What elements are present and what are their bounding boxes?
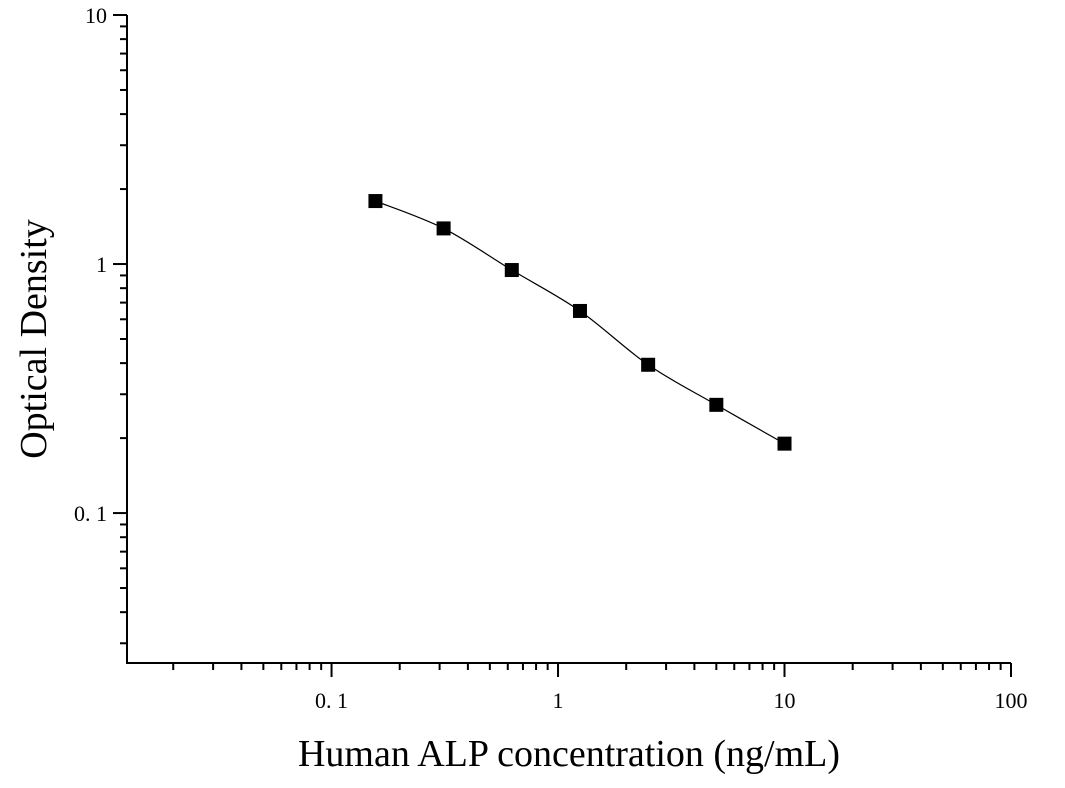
data-point — [436, 221, 451, 236]
data-point — [504, 263, 519, 278]
x-tick-label: 1 — [553, 688, 564, 713]
x-tick-label: 100 — [995, 688, 1028, 713]
y-axis-title: Optical Density — [13, 219, 55, 459]
data-point — [709, 397, 724, 412]
y-tick-label: 1 — [96, 252, 107, 277]
data-point — [777, 436, 792, 451]
data-point — [641, 357, 656, 372]
y-tick-label: 0. 1 — [74, 501, 107, 526]
y-tick-label: 10 — [85, 3, 107, 28]
x-tick-label: 10 — [774, 688, 796, 713]
x-axis-title: Human ALP concentration (ng/mL) — [298, 733, 840, 775]
data-point — [572, 303, 587, 318]
x-tick-label: 0. 1 — [315, 688, 348, 713]
data-point — [368, 194, 383, 209]
